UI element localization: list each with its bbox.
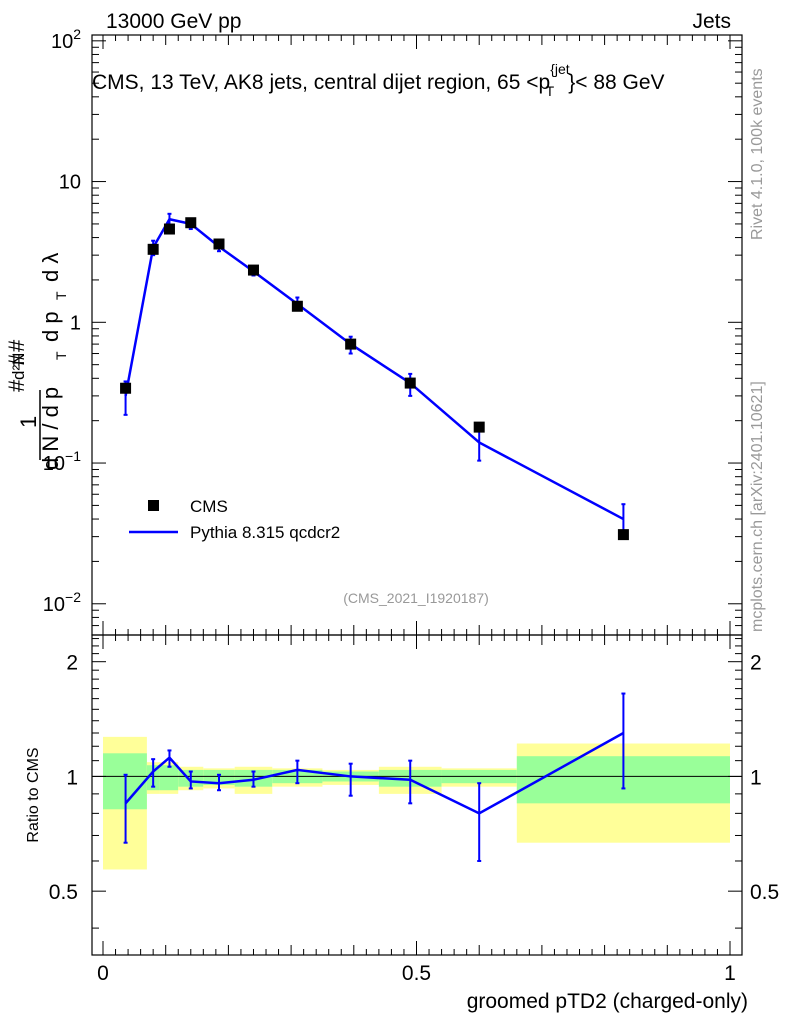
chart-title-main: CMS, 13 TeV, AK8 jets, central dijet reg… <box>92 71 550 94</box>
ylabel-dn: d N / d p <box>38 387 63 470</box>
ratio-tick-label-right: 1 <box>750 766 762 789</box>
ylabel-one: 1 <box>16 416 41 428</box>
chart-title-sub: T <box>546 83 555 99</box>
y-tick-label: 10−1 <box>43 448 81 475</box>
ylabel-dlambda: d λ <box>38 253 63 282</box>
legend-cms-marker <box>148 500 159 511</box>
x-tick-label: 0.5 <box>402 962 431 985</box>
x-tick-label: 1 <box>724 962 736 985</box>
analysis-tag: (CMS_2021_I1920187) <box>343 590 489 606</box>
pythia-ratio-series <box>123 692 626 862</box>
axis-ticks: 0 0.5 1 10−2 10−1 1 10 102 0.5 0.5 1 1 2 2 <box>43 26 779 985</box>
header-left: 13000 GeV pp <box>106 10 241 33</box>
y-tick-label: 10−2 <box>43 589 81 616</box>
ylabel-d2n: d²N <box>9 353 28 380</box>
cms-point <box>213 238 225 250</box>
ratio-tick-label-left: 0.5 <box>49 881 78 904</box>
ylabel-t1: T <box>53 351 69 360</box>
cms-point <box>345 338 357 350</box>
y-tick-label: 102 <box>51 26 81 53</box>
ylabel-hash-3: # <box>4 339 29 352</box>
y-tick-label: 10 <box>59 172 81 194</box>
cms-point <box>147 243 159 255</box>
header-right: Jets <box>692 10 731 33</box>
cms-point <box>404 377 416 389</box>
cms-point <box>163 223 175 235</box>
chart-title: CMS, 13 TeV, AK8 jets, central dijet reg… <box>92 61 665 99</box>
cms-point <box>473 421 485 433</box>
pythia-line <box>124 217 624 521</box>
ylabel-dp: d p <box>38 311 63 342</box>
pythia-series <box>123 212 626 538</box>
main-plot-frame <box>91 34 743 636</box>
ylabel-hash-2: # <box>4 353 29 366</box>
legend-cms-label: CMS <box>190 497 228 516</box>
cms-series <box>120 217 629 541</box>
ratio-tick-label-left: 2 <box>66 652 78 675</box>
cms-point <box>120 382 132 394</box>
ylabel-t2: T <box>53 291 69 300</box>
xlabel: groomed pTD2 (charged-only) <box>467 990 748 1013</box>
mcplots-label: mcplots.cern.ch [arXiv:2401.10621] <box>749 381 766 632</box>
ylabel-hash-1: # <box>4 379 29 392</box>
chart-title-tail: }< 88 GeV <box>568 71 664 94</box>
cms-point <box>291 300 303 312</box>
cms-point <box>617 529 629 541</box>
ratio-band-inner <box>159 765 179 791</box>
ratio-tick-label-left: 1 <box>66 766 78 789</box>
cms-point <box>185 217 197 229</box>
ratio-ylabel: Ratio to CMS <box>25 747 42 842</box>
main-ylabel: # # # 1 d²N d N / d p T d p T d λ <box>4 253 69 470</box>
ratio-tick-label-right: 2 <box>750 652 762 675</box>
chart-title-sup: {jet <box>550 61 570 77</box>
cms-point <box>247 264 259 276</box>
y-tick-label: 1 <box>70 312 81 334</box>
ratio-tick-label-right: 0.5 <box>750 881 779 904</box>
rivet-label: Rivet 4.1.0, 100k events <box>749 68 766 240</box>
legend-pythia-label: Pythia 8.315 qcdcr2 <box>190 523 340 542</box>
x-tick-label: 0 <box>97 962 109 985</box>
ratio-uncertainty-bands <box>103 736 730 870</box>
